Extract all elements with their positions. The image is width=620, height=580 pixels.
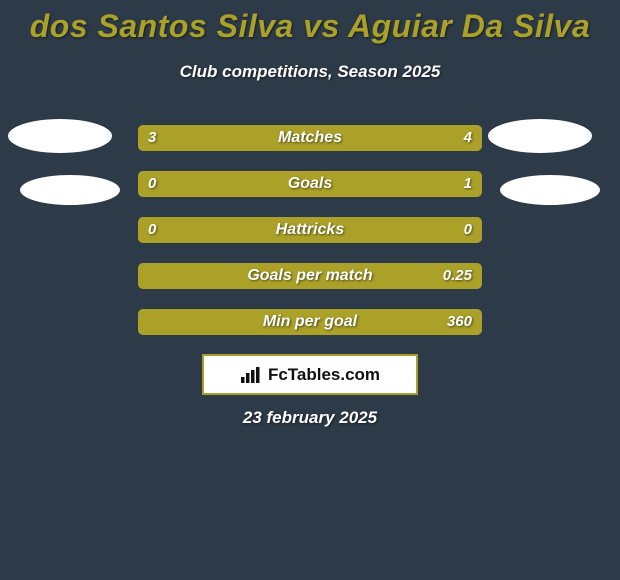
stat-row: Hattricks0 0 [138,217,482,243]
subtitle: Club competitions, Season 2025 [0,62,620,82]
site-badge-text: FcTables.com [268,365,380,385]
player-left-avatar-placeholder [8,119,112,153]
stat-label: Min per goal [138,309,482,335]
stat-label: Goals [138,171,482,197]
stat-row: Matches3 4 [138,125,482,151]
title: dos Santos Silva vs Aguiar Da Silva [0,8,620,45]
bar-chart-icon [240,366,262,384]
stat-row: Min per goal360 [138,309,482,335]
club-left-logo-placeholder [20,175,120,205]
stat-value-right: 4 [464,125,472,151]
stat-value-left: 3 [148,125,156,151]
stats-bars: Matches34Goals01Hattricks00Goals per mat… [138,125,482,355]
stat-value-right: 360 [447,309,472,335]
date-line: 23 february 2025 [0,408,620,428]
stat-label: Matches [138,125,482,151]
stat-value-right: 0.25 [443,263,472,289]
player-right-avatar-placeholder [488,119,592,153]
stat-value-left: 0 [148,171,156,197]
stat-label: Goals per match [138,263,482,289]
site-badge: FcTables.com [202,354,418,395]
stat-row: Goals per match0.25 [138,263,482,289]
stat-value-right: 1 [464,171,472,197]
stat-label: Hattricks [138,217,482,243]
comparison-infographic: dos Santos Silva vs Aguiar Da Silva Club… [0,0,620,580]
stat-row: Goals0 1 [138,171,482,197]
stat-value-left: 0 [148,217,156,243]
site-badge-inner: FcTables.com [240,365,380,385]
club-right-logo-placeholder [500,175,600,205]
stat-value-right: 0 [464,217,472,243]
